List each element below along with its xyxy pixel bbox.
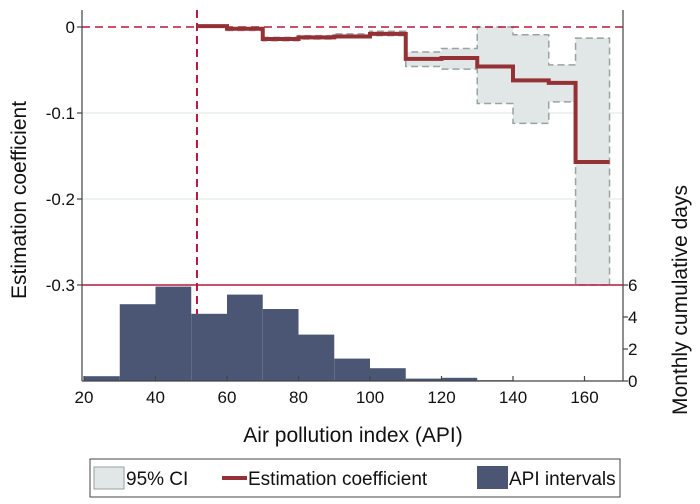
y2-tick-label: 4	[628, 308, 637, 327]
histogram-bar	[441, 377, 478, 381]
x-axis-title: Air pollution index (API)	[243, 424, 462, 447]
legend-swatch-hist	[477, 466, 508, 489]
x-tick-label: 60	[218, 388, 237, 407]
histogram-bar	[84, 376, 120, 381]
x-tick-label: 40	[146, 388, 165, 407]
axes	[81, 10, 624, 382]
y2-tick-label: 6	[628, 276, 637, 295]
y2-tick-label: 0	[628, 372, 637, 391]
histogram-bar	[334, 358, 370, 381]
histogram-bar	[405, 378, 442, 381]
histogram-bar	[227, 294, 263, 381]
x-tick-label: 160	[570, 388, 598, 407]
x-tick-label: 140	[499, 388, 527, 407]
tick-labels: 20 40 60 80 100 120 140 160 0 -0.1 -0.2 -0.3 0 2 4 6	[46, 18, 638, 407]
coefficient-step-line	[196, 24, 610, 165]
grid-lines	[82, 112, 623, 200]
legend-box	[89, 458, 621, 498]
x-tick-label: 120	[427, 388, 455, 407]
y-tick-label: 0	[66, 18, 75, 37]
coefficient-line	[196, 24, 610, 165]
histogram-bar	[191, 313, 227, 381]
y-axis-title: Estimation coefficient	[8, 101, 31, 299]
legend-label-hist: API intervals	[509, 469, 616, 490]
legend-swatch-ci	[93, 466, 125, 490]
histogram-bar	[155, 286, 192, 381]
y2-tick-label: 2	[628, 340, 637, 359]
histogram-bar	[370, 368, 406, 381]
y2-axis-title: Monthly cumulative days	[669, 185, 692, 415]
legend-label-coef: Estimation coefficient	[248, 469, 428, 490]
reference-lines	[82, 10, 623, 314]
histogram-bars	[84, 286, 513, 381]
x-tick-label: 20	[75, 388, 94, 407]
legend: 95% CI Estimation coefficient API interv…	[89, 458, 621, 498]
y-tick-label: -0.2	[46, 190, 75, 209]
ci-band	[196, 24, 611, 286]
histogram-bar	[262, 309, 299, 381]
y-tick-label: -0.3	[46, 276, 75, 295]
histogram-bar	[119, 304, 156, 381]
histogram-bar	[298, 334, 335, 381]
x-tick-label: 80	[289, 388, 308, 407]
y-tick-label: -0.1	[46, 104, 75, 123]
x-tick-label: 100	[356, 388, 384, 407]
legend-label-ci: 95% CI	[126, 469, 188, 490]
